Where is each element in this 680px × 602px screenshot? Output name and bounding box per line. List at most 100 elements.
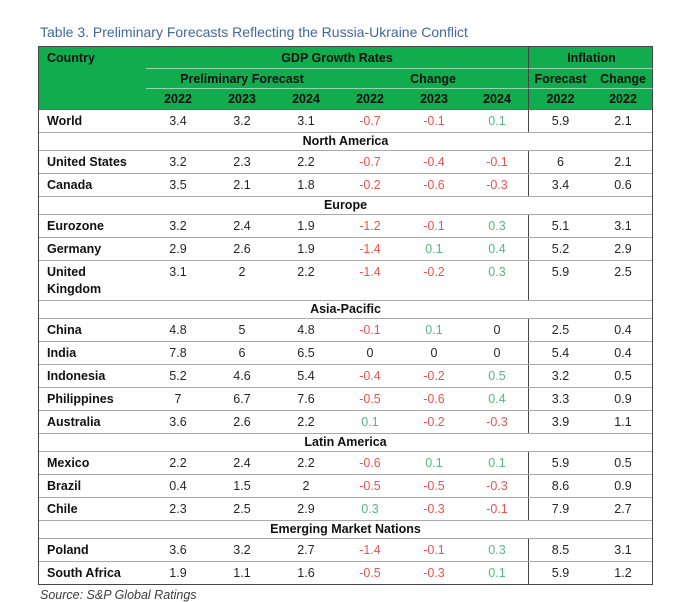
section-header-row: Emerging Market Nations — [39, 521, 652, 539]
header-year: 2022 — [528, 89, 592, 109]
gdp-change-cell: 0 — [493, 346, 501, 360]
gdp-change-cell: -0.5 — [423, 479, 445, 493]
gdp-change-cell: -0.3 — [486, 479, 508, 493]
gdp-forecast-cell: 3.1 — [169, 265, 187, 279]
gdp-change-cell: 0.1 — [488, 114, 506, 128]
inflation-forecast-cell: 7.9 — [528, 498, 592, 520]
inflation-change-cell: 0.4 — [614, 346, 632, 360]
gdp-forecast-cell: 7.8 — [169, 346, 187, 360]
gdp-change-cell: -0.3 — [423, 566, 445, 580]
inflation-forecast-cell: 3.2 — [528, 365, 592, 387]
table-row: Mexico 2.2 2.4 2.2 -0.6 0.1 0.1 5.9 0.5 — [39, 452, 652, 475]
gdp-forecast-cell: 3.5 — [169, 178, 187, 192]
inflation-change-cell: 0.5 — [614, 456, 632, 470]
inflation-forecast-cell: 5.2 — [528, 238, 592, 260]
country-cell: India — [47, 346, 77, 360]
table-row: Canada 3.5 2.1 1.8 -0.2 -0.6 -0.3 3.4 0.6 — [39, 174, 652, 197]
gdp-change-cell: -0.2 — [359, 178, 381, 192]
country-cell: Mexico — [47, 456, 90, 470]
inflation-change-cell: 3.1 — [614, 543, 632, 557]
inflation-change-cell: 0.9 — [614, 479, 632, 493]
gdp-change-cell: -0.5 — [359, 479, 381, 493]
gdp-forecast-cell: 2.3 — [233, 155, 251, 169]
country-cell: China — [47, 323, 82, 337]
inflation-change-cell: 0.5 — [614, 369, 632, 383]
gdp-forecast-cell: 4.8 — [169, 323, 187, 337]
inflation-change-cell: 0.4 — [614, 323, 632, 337]
gdp-forecast-cell: 2.5 — [233, 502, 251, 516]
gdp-forecast-cell: 4.8 — [297, 323, 315, 337]
gdp-forecast-cell: 2.2 — [169, 456, 187, 470]
inflation-forecast-cell: 3.4 — [528, 174, 592, 196]
gdp-forecast-cell: 2.4 — [233, 219, 251, 233]
inflation-forecast-cell: 8.6 — [528, 475, 592, 497]
gdp-forecast-cell: 1.5 — [233, 479, 251, 493]
gdp-change-cell: 0.1 — [425, 323, 443, 337]
header-year: 2022 — [164, 92, 192, 106]
gdp-forecast-cell: 5 — [238, 323, 246, 337]
country-cell: World — [47, 114, 83, 128]
gdp-change-cell: 0 — [366, 346, 374, 360]
inflation-forecast-cell: 5.9 — [528, 110, 592, 132]
gdp-change-cell: -1.2 — [359, 219, 381, 233]
table-row: United States 3.2 2.3 2.2 -0.7 -0.4 -0.1 6 2.1 — [39, 151, 652, 174]
gdp-change-cell: 0.3 — [488, 219, 506, 233]
country-cell: Poland — [47, 543, 89, 557]
inflation-change-cell: 0.6 — [614, 178, 632, 192]
gdp-forecast-cell: 2.9 — [297, 502, 315, 516]
gdp-forecast-cell: 2.2 — [297, 456, 315, 470]
gdp-forecast-cell: 2.9 — [169, 242, 187, 256]
table-row: Indonesia 5.2 4.6 5.4 -0.4 -0.2 0.5 3.2 0.5 — [39, 365, 652, 388]
inflation-forecast-cell: 3.9 — [528, 411, 592, 433]
table-row: Eurozone 3.2 2.4 1.9 -1.2 -0.1 0.3 5.1 3.1 — [39, 215, 652, 238]
header-inflation-change: Change — [592, 69, 654, 89]
gdp-change-cell: 0.1 — [425, 456, 443, 470]
gdp-change-cell: -0.1 — [423, 114, 445, 128]
gdp-change-cell: 0.4 — [488, 242, 506, 256]
table-row: Poland 3.6 3.2 2.7 -1.4 -0.1 0.3 8.5 3.1 — [39, 539, 652, 562]
gdp-forecast-cell: 4.6 — [233, 369, 251, 383]
country-cell: Chile — [47, 502, 78, 516]
gdp-forecast-cell: 3.6 — [169, 415, 187, 429]
country-cell: United States — [47, 155, 127, 169]
gdp-forecast-cell: 6.5 — [297, 346, 315, 360]
section-header-row: Latin America — [39, 434, 652, 452]
gdp-change-cell: -1.4 — [359, 242, 381, 256]
inflation-forecast-cell: 5.4 — [528, 342, 592, 364]
gdp-change-cell: 0.1 — [488, 566, 506, 580]
source-note: Source: S&P Global Ratings — [40, 588, 197, 602]
section-header-row: Asia-Pacific — [39, 301, 652, 319]
gdp-change-cell: -0.1 — [486, 502, 508, 516]
inflation-forecast-cell: 2.5 — [528, 319, 592, 341]
table-row: Brazil 0.4 1.5 2 -0.5 -0.5 -0.3 8.6 0.9 — [39, 475, 652, 498]
gdp-forecast-cell: 1.1 — [233, 566, 251, 580]
gdp-forecast-cell: 0.4 — [169, 479, 187, 493]
gdp-change-cell: 0.5 — [488, 369, 506, 383]
inflation-forecast-cell: 3.3 — [528, 388, 592, 410]
gdp-change-cell: -0.3 — [486, 415, 508, 429]
gdp-forecast-cell: 2 — [302, 479, 310, 493]
gdp-change-cell: -0.5 — [359, 566, 381, 580]
gdp-change-cell: 0.1 — [425, 242, 443, 256]
gdp-change-cell: -1.4 — [359, 543, 381, 557]
gdp-change-cell: 0.4 — [488, 392, 506, 406]
gdp-change-cell: -0.7 — [359, 155, 381, 169]
gdp-change-cell: -0.6 — [423, 392, 445, 406]
gdp-forecast-cell: 3.6 — [169, 543, 187, 557]
header-year: 2024 — [292, 92, 320, 106]
gdp-change-cell: -0.6 — [423, 178, 445, 192]
gdp-forecast-cell: 3.2 — [169, 219, 187, 233]
header-country: Country — [47, 51, 95, 65]
gdp-forecast-cell: 3.2 — [233, 543, 251, 557]
gdp-forecast-cell: 2.6 — [233, 415, 251, 429]
header-year: 2023 — [228, 92, 256, 106]
inflation-forecast-cell: 8.5 — [528, 539, 592, 561]
gdp-forecast-cell: 2.7 — [297, 543, 315, 557]
inflation-forecast-cell: 5.9 — [528, 261, 592, 300]
inflation-change-cell: 3.1 — [614, 219, 632, 233]
table-row: Australia 3.6 2.6 2.2 0.1 -0.2 -0.3 3.9 1.1 — [39, 411, 652, 434]
table-row: World 3.4 3.2 3.1 -0.7 -0.1 0.1 5.9 2.1 — [39, 110, 652, 133]
country-cell: United Kingdom — [47, 265, 102, 296]
table-row: South Africa 1.9 1.1 1.6 -0.5 -0.3 0.1 5.9 1.2 — [39, 562, 652, 584]
